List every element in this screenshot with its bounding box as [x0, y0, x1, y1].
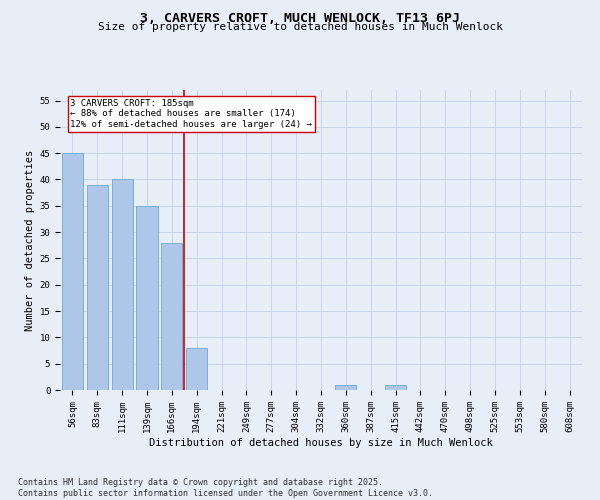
Text: Size of property relative to detached houses in Much Wenlock: Size of property relative to detached ho… — [97, 22, 503, 32]
Bar — [335, 384, 356, 390]
X-axis label: Distribution of detached houses by size in Much Wenlock: Distribution of detached houses by size … — [149, 438, 493, 448]
Bar — [186, 348, 207, 390]
Text: 3 CARVERS CROFT: 185sqm
← 88% of detached houses are smaller (174)
12% of semi-d: 3 CARVERS CROFT: 185sqm ← 88% of detache… — [70, 99, 313, 129]
Y-axis label: Number of detached properties: Number of detached properties — [25, 150, 35, 330]
Bar — [385, 384, 406, 390]
Bar — [136, 206, 158, 390]
Bar — [87, 184, 108, 390]
Bar — [161, 242, 182, 390]
Text: 3, CARVERS CROFT, MUCH WENLOCK, TF13 6PJ: 3, CARVERS CROFT, MUCH WENLOCK, TF13 6PJ — [140, 12, 460, 26]
Bar — [112, 180, 133, 390]
Text: Contains HM Land Registry data © Crown copyright and database right 2025.
Contai: Contains HM Land Registry data © Crown c… — [18, 478, 433, 498]
Bar — [62, 153, 83, 390]
